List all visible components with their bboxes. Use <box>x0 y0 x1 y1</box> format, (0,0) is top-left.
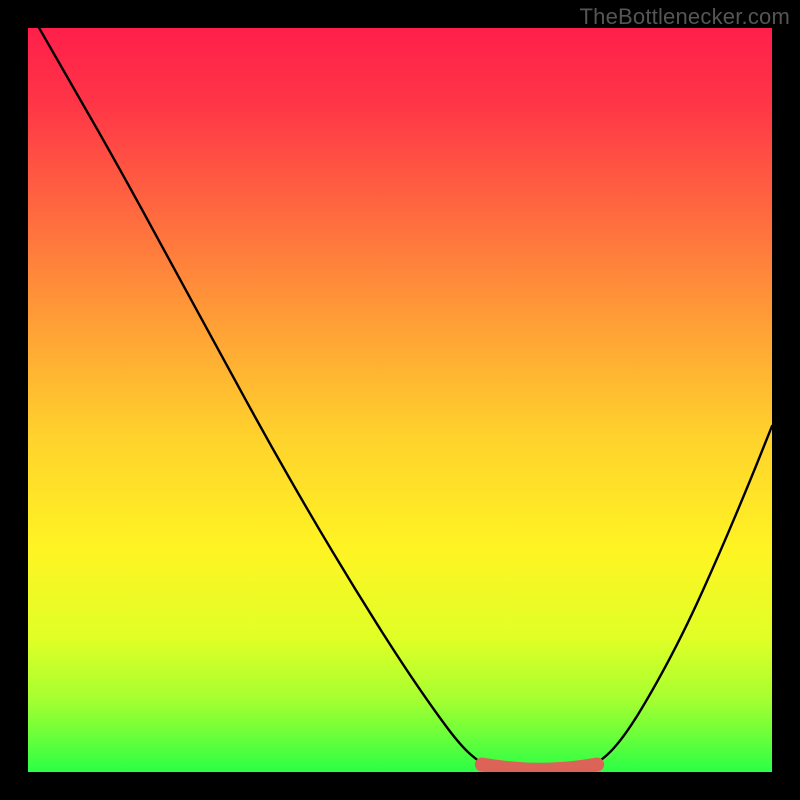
plot-area <box>28 28 772 772</box>
optimal-band <box>482 765 597 770</box>
chart-stage: TheBottlenecker.com <box>0 0 800 800</box>
bottleneck-curve <box>39 28 772 771</box>
watermark-text: TheBottlenecker.com <box>580 4 790 30</box>
curve-overlay <box>28 28 772 772</box>
